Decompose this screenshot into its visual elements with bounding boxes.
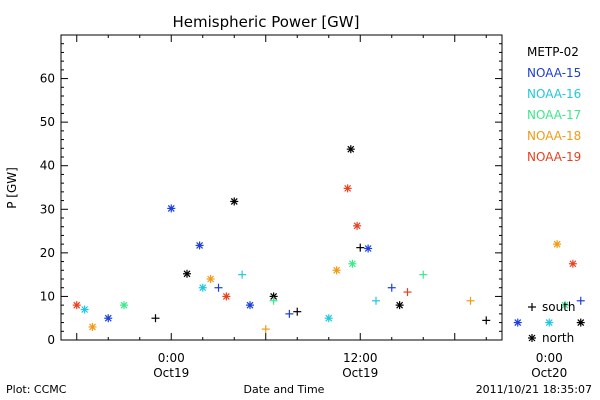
south-point xyxy=(482,316,491,325)
north-point xyxy=(80,305,89,314)
south-point xyxy=(261,325,270,334)
series-noaa-18 xyxy=(88,240,562,334)
south-point xyxy=(576,296,585,305)
north-point xyxy=(246,301,254,310)
south-point xyxy=(356,243,365,252)
north-point xyxy=(553,240,562,249)
north-point xyxy=(332,266,341,275)
legend-item-noaa-15: NOAA-15 xyxy=(527,66,581,80)
south-point xyxy=(419,270,428,279)
north-point xyxy=(206,275,215,283)
legend-item-noaa-19: NOAA-19 xyxy=(527,150,581,164)
footer-plot-credit: Plot: CCMC xyxy=(6,383,67,396)
south-point xyxy=(372,296,380,305)
north-point xyxy=(545,318,554,327)
x-tick-label-date: Oct20 xyxy=(531,366,567,380)
data-points xyxy=(72,145,585,334)
north-point xyxy=(395,301,404,310)
south-point xyxy=(387,283,396,292)
legend-item-noaa-17: NOAA-17 xyxy=(527,108,581,122)
north-point xyxy=(183,269,191,278)
south-point xyxy=(403,288,412,297)
y-tick-label: 10 xyxy=(40,289,55,303)
series-noaa-16 xyxy=(80,270,554,327)
north-point xyxy=(576,318,585,327)
x-tick-label-time: 0:00 xyxy=(536,351,563,365)
series-metp-02 xyxy=(151,145,585,327)
north-point xyxy=(198,283,207,292)
north-point xyxy=(195,241,204,250)
x-tick-label-date: Oct19 xyxy=(153,366,189,380)
series-noaa-15 xyxy=(104,204,585,327)
south-point xyxy=(214,283,223,292)
y-axis: 0 10 20 30 40 50 60 xyxy=(40,43,502,347)
chart-title: Hemispheric Power [GW] xyxy=(173,13,360,31)
north-point xyxy=(120,301,128,310)
x-tick-label-time: 12:00 xyxy=(343,351,378,365)
legend-marker-label: north xyxy=(542,331,574,345)
legend-item-noaa-16: NOAA-16 xyxy=(527,87,581,101)
legend-marker-south xyxy=(528,303,536,311)
x-tick-label-date: Oct19 xyxy=(342,366,378,380)
south-point xyxy=(151,314,160,323)
y-tick-label: 30 xyxy=(40,202,55,216)
south-point xyxy=(293,307,302,316)
north-point xyxy=(167,204,176,213)
y-tick-label: 60 xyxy=(40,72,55,86)
south-point xyxy=(285,309,294,318)
y-tick-label: 40 xyxy=(40,159,55,173)
north-point xyxy=(88,322,97,331)
north-point xyxy=(568,259,577,268)
north-point xyxy=(346,145,355,154)
y-tick-label: 50 xyxy=(40,115,55,129)
x-tick-label-time: 0:00 xyxy=(158,351,185,365)
north-point xyxy=(324,314,333,323)
north-point xyxy=(72,301,81,310)
north-point xyxy=(561,301,569,310)
north-point xyxy=(104,314,113,323)
x-axis: 0:00Oct1912:00Oct190:00Oct2012:00Oct200:… xyxy=(76,35,567,380)
south-point xyxy=(466,296,475,305)
series-noaa-19 xyxy=(72,184,577,310)
plot-area-frame xyxy=(60,34,503,341)
y-tick-label: 0 xyxy=(47,333,55,347)
series-noaa-17 xyxy=(120,259,569,310)
north-point xyxy=(230,197,239,206)
north-point xyxy=(343,184,352,193)
footer-timestamp: 2011/10/21 18:35:07 xyxy=(476,383,592,396)
legend-item-noaa-18: NOAA-18 xyxy=(527,129,581,143)
south-point xyxy=(238,270,247,279)
legend-item-metp-02: METP-02 xyxy=(527,45,579,59)
legend-marker-north xyxy=(528,334,536,342)
y-tick-label: 20 xyxy=(40,246,55,260)
y-axis-label: P [GW] xyxy=(5,167,19,209)
north-point xyxy=(353,221,362,230)
north-point xyxy=(348,259,357,268)
north-point xyxy=(513,318,522,327)
x-axis-label: Date and Time xyxy=(244,383,325,396)
south-point xyxy=(269,296,278,305)
north-point xyxy=(222,292,231,301)
legend-marker-label: south xyxy=(542,300,576,314)
north-point xyxy=(364,244,373,253)
legend: METP-02 NOAA-15 NOAA-16 NOAA-17 NOAA-18 NOAA-… xyxy=(527,45,581,345)
